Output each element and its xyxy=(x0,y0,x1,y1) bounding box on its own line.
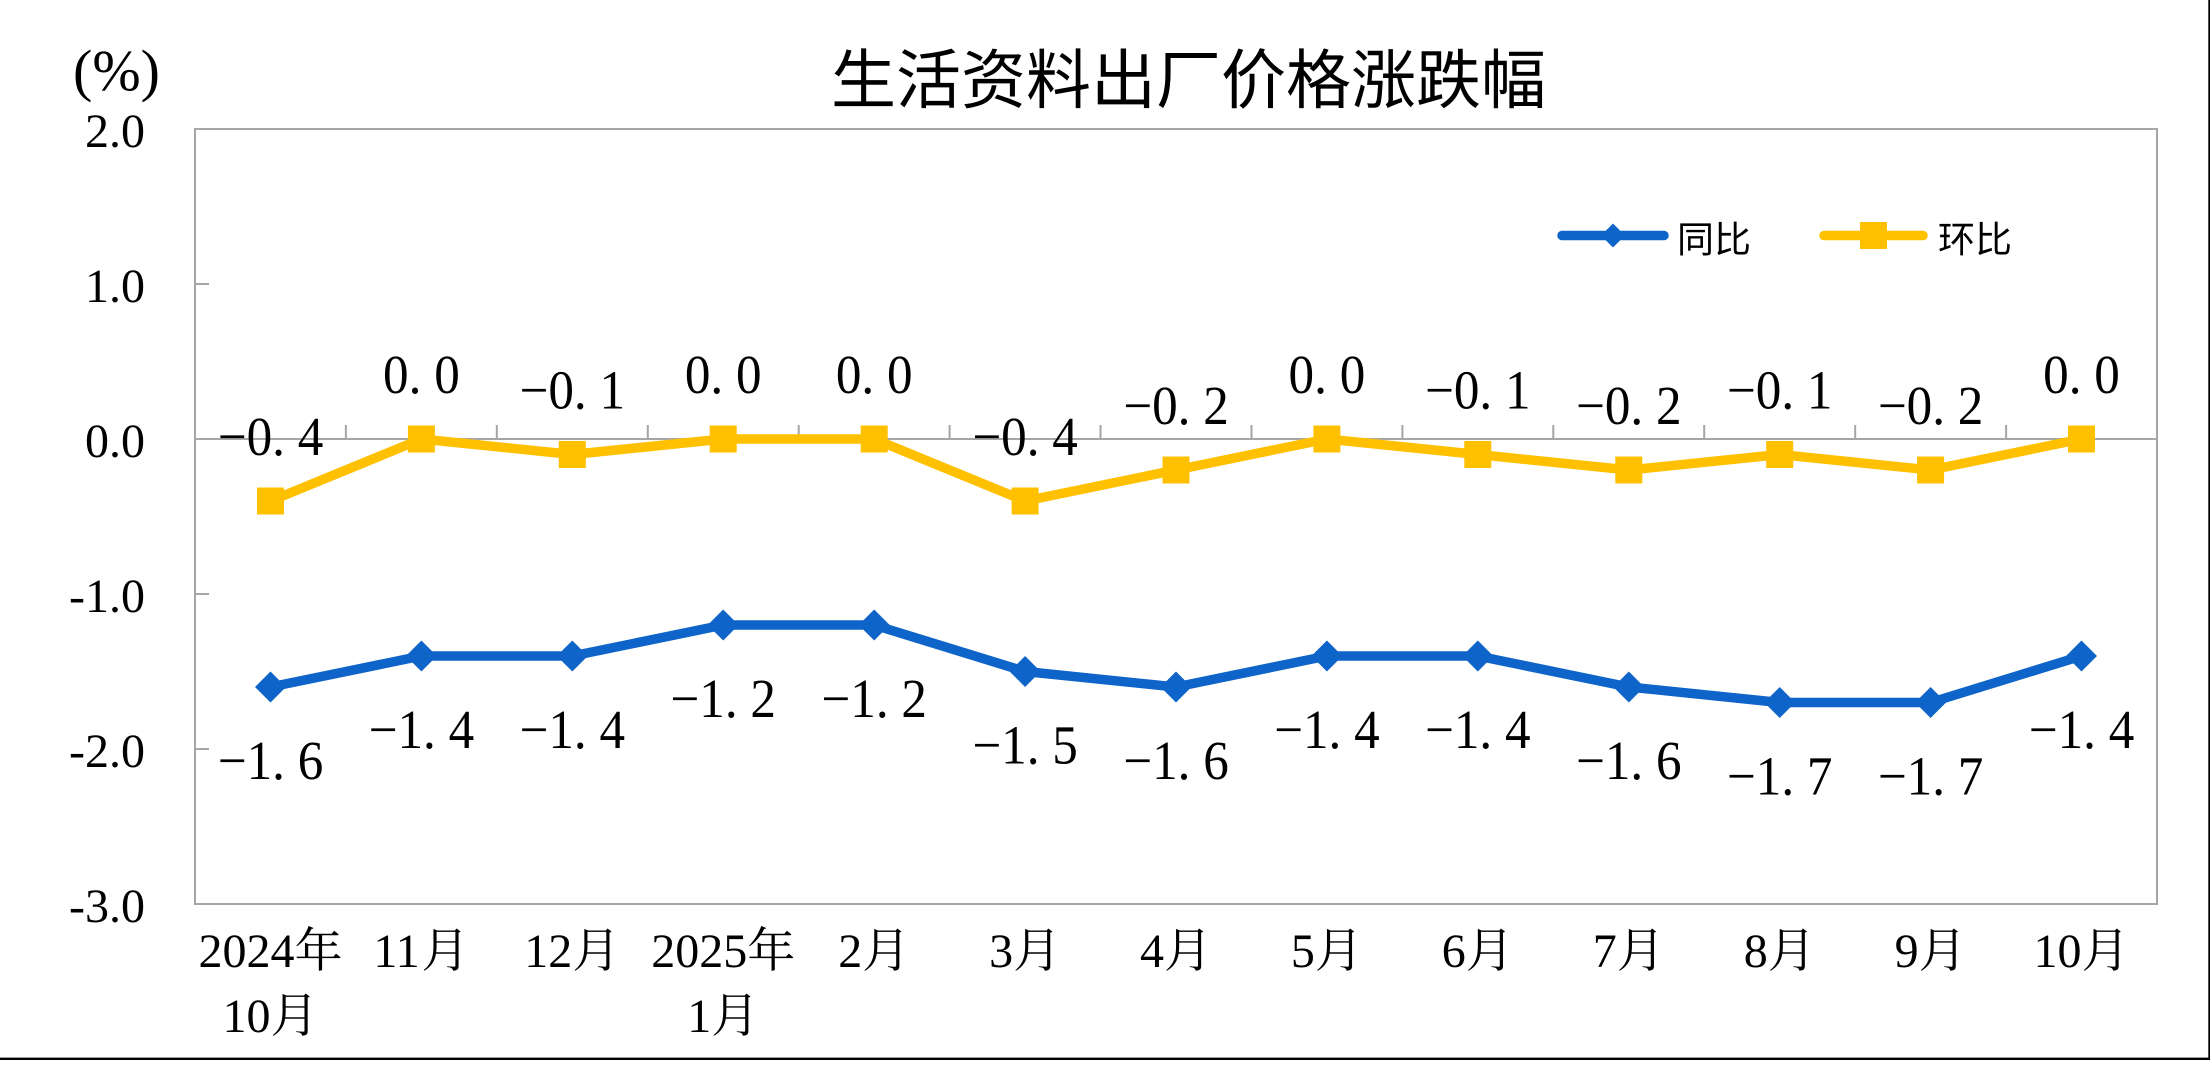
svg-text:−0. 1: −0. 1 xyxy=(520,361,626,421)
svg-text:2: 2 xyxy=(838,925,862,978)
svg-text:−1. 6: −1. 6 xyxy=(1576,731,1682,791)
svg-text:−1. 7: −1. 7 xyxy=(1878,747,1984,807)
svg-text:(%): (%) xyxy=(73,38,160,103)
svg-text:−0. 2: −0. 2 xyxy=(1123,376,1229,436)
svg-text:2025: 2025 xyxy=(651,925,747,978)
svg-text:−0. 1: −0. 1 xyxy=(1727,361,1833,421)
svg-text:3: 3 xyxy=(989,925,1013,978)
svg-text:10: 10 xyxy=(223,990,271,1043)
svg-text:2024: 2024 xyxy=(199,925,295,978)
svg-text:0. 0: 0. 0 xyxy=(2043,345,2120,405)
svg-text:−0. 2: −0. 2 xyxy=(1576,376,1682,436)
svg-text:0. 0: 0. 0 xyxy=(836,345,913,405)
svg-text:−0. 4: −0. 4 xyxy=(218,407,324,467)
svg-text:0.0: 0.0 xyxy=(85,415,145,468)
svg-text:−1. 5: −1. 5 xyxy=(972,716,1078,776)
svg-text:4: 4 xyxy=(1140,925,1164,978)
svg-text:-3.0: -3.0 xyxy=(69,880,145,933)
svg-text:-2.0: -2.0 xyxy=(69,725,145,778)
svg-text:−1. 4: −1. 4 xyxy=(369,700,475,760)
svg-text:0. 0: 0. 0 xyxy=(383,345,460,405)
svg-text:−0. 2: −0. 2 xyxy=(1878,376,1984,436)
svg-text:−0. 1: −0. 1 xyxy=(1425,361,1531,421)
svg-text:9: 9 xyxy=(1895,925,1919,978)
svg-text:10: 10 xyxy=(2034,925,2082,978)
svg-text:6: 6 xyxy=(1442,925,1466,978)
svg-text:2.0: 2.0 xyxy=(85,105,145,158)
svg-text:−1. 4: −1. 4 xyxy=(2029,700,2135,760)
svg-text:7: 7 xyxy=(1593,925,1617,978)
svg-text:−1. 4: −1. 4 xyxy=(1425,700,1531,760)
svg-text:−0. 4: −0. 4 xyxy=(972,407,1078,467)
svg-text:−1. 2: −1. 2 xyxy=(821,669,927,729)
svg-text:-1.0: -1.0 xyxy=(69,570,145,623)
svg-text:1: 1 xyxy=(687,990,711,1043)
svg-text:−1. 4: −1. 4 xyxy=(1274,700,1380,760)
svg-text:−1. 2: −1. 2 xyxy=(670,669,776,729)
svg-text:−1. 6: −1. 6 xyxy=(1123,731,1229,791)
svg-text:−1. 7: −1. 7 xyxy=(1727,747,1833,807)
svg-text:11: 11 xyxy=(373,925,419,978)
svg-text:−1. 6: −1. 6 xyxy=(218,731,324,791)
svg-text:12: 12 xyxy=(524,925,572,978)
svg-text:−1. 4: −1. 4 xyxy=(520,700,626,760)
svg-text:0. 0: 0. 0 xyxy=(685,345,762,405)
svg-text:0. 0: 0. 0 xyxy=(1289,345,1366,405)
svg-text:1.0: 1.0 xyxy=(85,260,145,313)
svg-text:5: 5 xyxy=(1291,925,1315,978)
svg-text:8: 8 xyxy=(1744,925,1768,978)
